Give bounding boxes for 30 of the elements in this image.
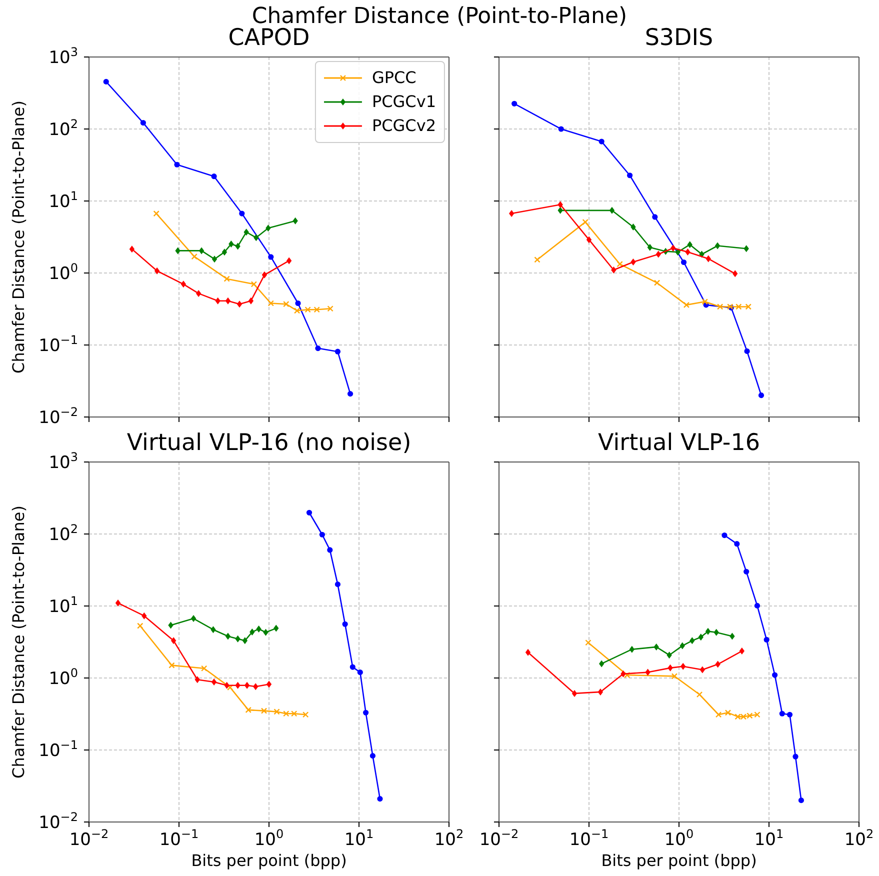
y-tick-label: 10$^{−1}$ <box>38 333 78 356</box>
y-tick-label: 10$^{3}$ <box>48 45 78 68</box>
y-axis-title: Chamfer Distance (Point-to-Plane) <box>9 506 28 778</box>
x-tick-label: 10$^{1}$ <box>344 827 374 850</box>
y-tick-label: 10$^{2}$ <box>48 522 78 545</box>
chart-title: Virtual VLP-16 (no noise) <box>126 430 412 456</box>
y-tick-label: 10$^{−2}$ <box>38 405 78 428</box>
y-tick-label: 10$^{3}$ <box>48 450 78 473</box>
legend-label: GPCC <box>372 67 416 89</box>
y-tick-label: 10$^{1}$ <box>48 594 78 617</box>
chart-title: S3DIS <box>644 25 714 51</box>
y-tick-label: 10$^{2}$ <box>48 117 78 140</box>
x-tick-label: 10$^{0}$ <box>254 827 284 850</box>
x-tick-label: 10$^{0}$ <box>664 827 694 850</box>
y-tick-label: 10$^{1}$ <box>48 189 78 212</box>
y-axis-title: Chamfer Distance (Point-to-Plane) <box>9 100 28 374</box>
legend-label: PCGCv1 <box>372 91 436 113</box>
x-axis-title: Bits per point (bpp) <box>601 851 757 870</box>
x-tick-label: 10$^{−1}$ <box>159 827 199 850</box>
x-tick-label: 10$^{1}$ <box>754 827 784 850</box>
x-tick-label: 10$^{−1}$ <box>569 827 609 850</box>
x-tick-label: 10$^{2}$ <box>844 827 874 850</box>
x-axis-title: Bits per point (bpp) <box>191 851 347 870</box>
y-tick-label: 10$^{−1}$ <box>38 738 78 761</box>
y-tick-label: 10$^{0}$ <box>48 261 78 284</box>
x-tick-label: 10$^{−2}$ <box>479 827 519 850</box>
y-tick-label: 10$^{0}$ <box>48 666 78 689</box>
chart-title: Virtual VLP-16 <box>597 430 761 456</box>
x-tick-label: 10$^{2}$ <box>434 827 464 850</box>
legend-label: PCGCv2 <box>372 115 436 137</box>
